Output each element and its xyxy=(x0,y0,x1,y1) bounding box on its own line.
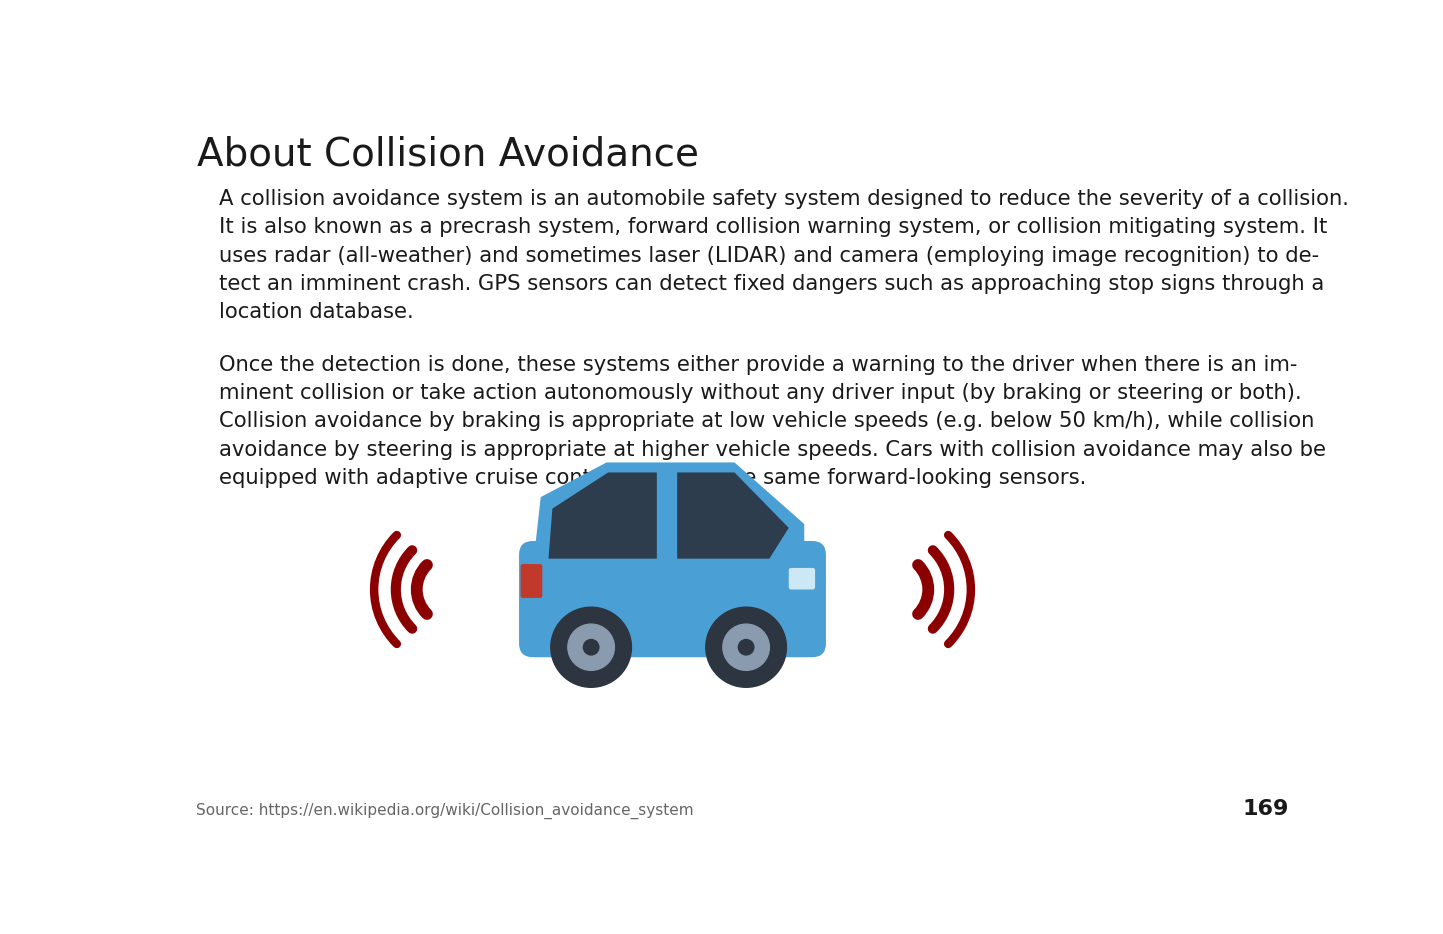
Text: 169: 169 xyxy=(1242,799,1289,819)
Circle shape xyxy=(569,624,615,671)
Text: About Collision Avoidance: About Collision Avoidance xyxy=(198,135,700,173)
Circle shape xyxy=(739,640,753,655)
Polygon shape xyxy=(672,473,789,559)
FancyBboxPatch shape xyxy=(521,564,543,598)
Text: Once the detection is done, these systems either provide a warning to the driver: Once the detection is done, these system… xyxy=(219,355,1326,488)
Text: A collision avoidance system is an automobile safety system designed to reduce t: A collision avoidance system is an autom… xyxy=(219,189,1349,322)
Polygon shape xyxy=(548,473,661,559)
FancyBboxPatch shape xyxy=(519,541,825,658)
Circle shape xyxy=(551,607,632,687)
Circle shape xyxy=(583,640,599,655)
FancyBboxPatch shape xyxy=(789,568,815,589)
Circle shape xyxy=(723,624,769,671)
Polygon shape xyxy=(532,462,804,566)
Circle shape xyxy=(706,607,786,687)
Text: Source: https://en.wikipedia.org/wiki/Collision_avoidance_system: Source: https://en.wikipedia.org/wiki/Co… xyxy=(196,802,694,819)
